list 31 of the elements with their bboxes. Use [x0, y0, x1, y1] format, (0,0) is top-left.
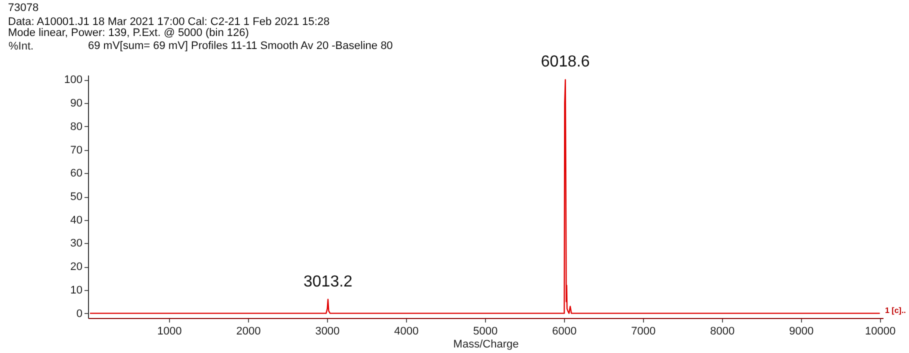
y-tick-label: 20	[70, 261, 82, 274]
y-tick-label: 80	[70, 120, 82, 133]
y-tick-label: 30	[70, 238, 82, 250]
text: 1 [c]..	[885, 306, 906, 315]
annotation: 6018.6	[540, 54, 590, 71]
annotation: 3013.2	[304, 273, 353, 290]
y-tick-label: 70	[70, 144, 82, 156]
x-tick-label: 2000	[236, 326, 261, 338]
y-tick-label: 0	[76, 308, 82, 320]
y-axis-title: %Int.	[8, 40, 34, 52]
x-tick-label: 7000	[631, 326, 656, 338]
y-tick-label: 90	[70, 98, 82, 110]
line-series	[89, 79, 880, 314]
x-tick-label: 6000	[552, 326, 577, 338]
x-tick-label: 10000	[865, 326, 896, 338]
x-tick-label: 5000	[473, 326, 498, 338]
x-axis-title: Mass/Charge	[453, 338, 519, 350]
chart-subtitle: Data: A10001.J1 18 Mar 2021 17:00 Cal: C2-21 1 Feb 2021 15:28	[8, 16, 330, 28]
chart-title: 73078	[8, 2, 39, 14]
y-tick-label: 50	[70, 191, 82, 203]
text: 69 mV[sum= 69 mV] Profiles 11-11 Smooth Av 20 -Baseline 80	[88, 40, 393, 52]
x-tick-label: 3000	[315, 326, 340, 338]
x-tick-label: 8000	[710, 326, 735, 338]
x-tick-label: 1000	[157, 326, 182, 338]
y-tick-label: 60	[70, 168, 82, 180]
text: Mode linear, Power: 139, P.Ext. @ 5000 (bin 126)	[8, 27, 249, 39]
y-tick-label: 10	[70, 284, 82, 296]
y-tick-label: 100	[64, 74, 82, 86]
x-tick-label: 9000	[789, 326, 814, 338]
x-tick-label: 4000	[394, 326, 419, 338]
y-tick-label: 40	[70, 214, 82, 226]
